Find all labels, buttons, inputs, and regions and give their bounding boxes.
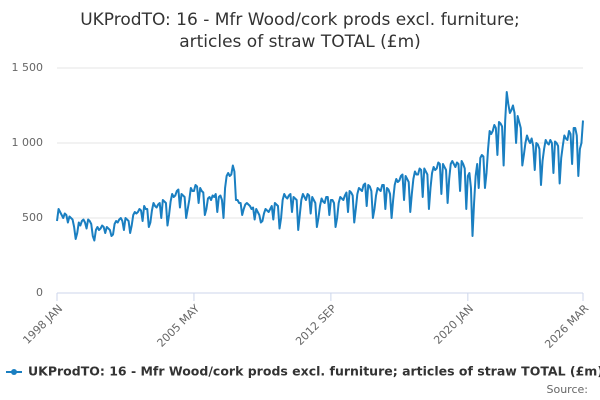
x-tick-label: 2005 MAY — [155, 302, 203, 350]
chart-title: UKProdTO: 16 - Mfr Wood/cork prods excl.… — [80, 10, 520, 30]
x-tick-label: 2020 JAN — [431, 302, 476, 347]
x-tick-label: 1998 JAN — [20, 302, 65, 347]
legend-label: UKProdTO: 16 - Mfr Wood/cork prods excl.… — [28, 364, 600, 379]
x-tick-label: 2026 MAR — [542, 302, 591, 351]
y-tick-label: 1 500 — [12, 61, 44, 74]
y-tick-label: 0 — [36, 286, 43, 299]
legend-marker — [11, 369, 17, 375]
source: Source: — [547, 383, 589, 396]
chart-title: articles of straw TOTAL (£m) — [179, 32, 421, 52]
y-tick-label: 1 000 — [12, 136, 44, 149]
x-tick-label: 2012 SEP — [293, 302, 339, 348]
series-line — [56, 91, 584, 242]
y-tick-label: 500 — [22, 211, 43, 224]
